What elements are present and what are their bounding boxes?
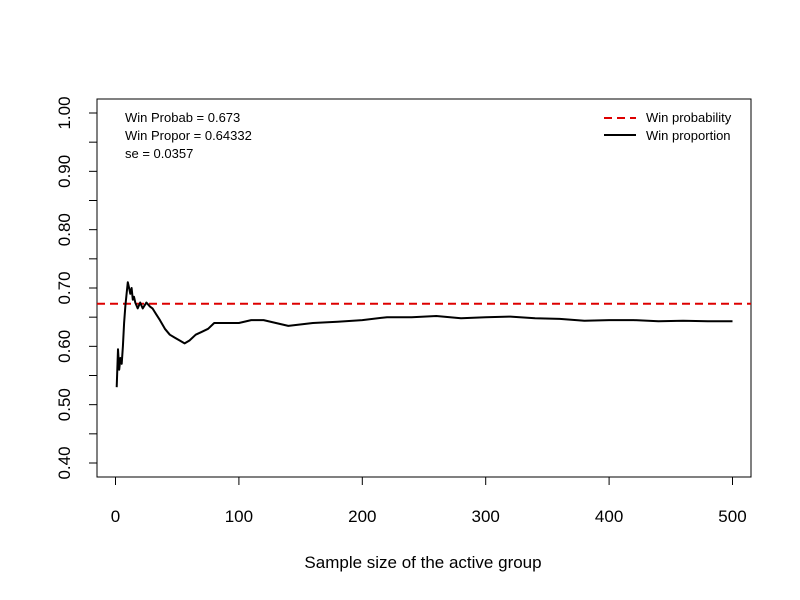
x-axis-title: Sample size of the active group — [304, 553, 541, 572]
annotation-se: se = 0.0357 — [125, 146, 193, 161]
y-tick-label: 0.90 — [55, 155, 74, 188]
x-tick-label: 400 — [595, 507, 623, 526]
x-tick-label: 200 — [348, 507, 376, 526]
x-tick-label: 300 — [472, 507, 500, 526]
x-tick-label: 100 — [225, 507, 253, 526]
y-axis: 0.40 0.50 0.60 0.70 0.80 0.90 1.00 — [55, 96, 98, 480]
x-axis: 0 100 200 300 400 500 — [111, 476, 747, 526]
legend: Win probability Win proportion — [604, 110, 732, 143]
annotation-win-probab: Win Probab = 0.673 — [125, 110, 240, 125]
y-tick-label: 1.00 — [55, 96, 74, 129]
series-layer — [97, 281, 751, 388]
win-proportion-line — [115, 281, 733, 388]
y-tick-label: 0.80 — [55, 213, 74, 246]
legend-label-win-probability: Win probability — [646, 110, 732, 125]
x-tick-label: 500 — [718, 507, 746, 526]
y-tick-label: 0.40 — [55, 446, 74, 479]
legend-label-win-proportion: Win proportion — [646, 128, 731, 143]
plot-frame — [96, 98, 752, 478]
y-tick-label: 0.50 — [55, 388, 74, 421]
x-tick-label: 0 — [111, 507, 120, 526]
annotation-win-propor: Win Propor = 0.64332 — [125, 128, 252, 143]
y-tick-label: 0.70 — [55, 271, 74, 304]
y-tick-label: 0.60 — [55, 330, 74, 363]
